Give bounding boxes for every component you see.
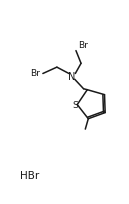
Text: Br: Br [30, 68, 40, 77]
Text: HBr: HBr [20, 171, 39, 180]
Text: Br: Br [78, 41, 88, 50]
Text: S: S [72, 101, 78, 110]
Text: N: N [68, 72, 76, 82]
